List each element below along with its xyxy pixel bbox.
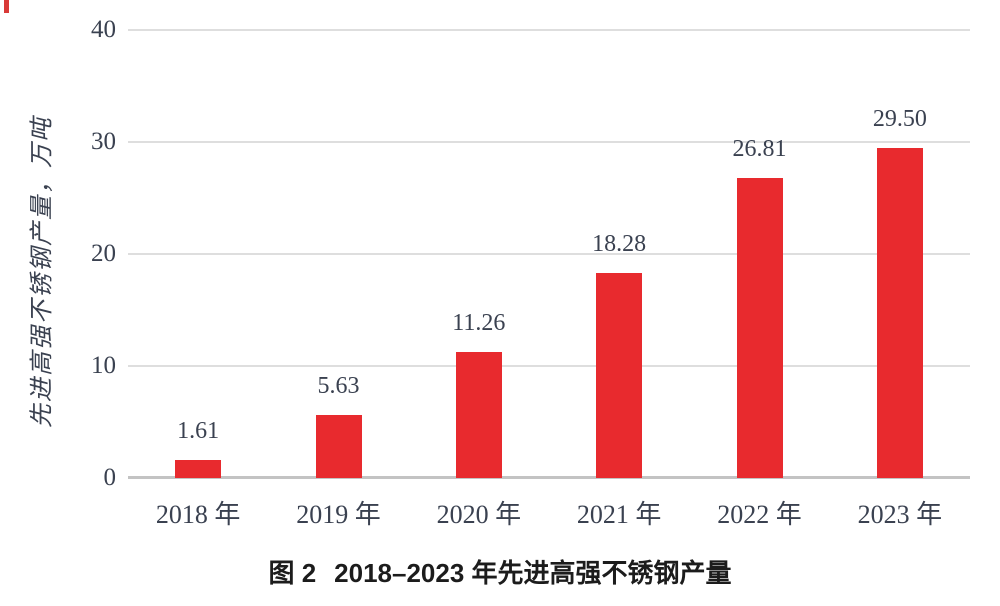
x-axis-label: 2022 年 xyxy=(717,500,802,529)
y-tick-label: 30 xyxy=(91,128,116,155)
bar-value-label: 11.26 xyxy=(452,309,506,336)
figure-caption-prefix: 图 2 xyxy=(268,558,317,588)
y-tick-label: 10 xyxy=(91,352,116,379)
gridline-40 xyxy=(128,29,970,31)
y-axis-ticks: 0 10 20 30 40 xyxy=(0,16,116,491)
gridline-20 xyxy=(128,253,970,255)
y-tick-label: 20 xyxy=(91,240,116,267)
x-axis-labels: 2018 年 2019 年 2020 年 2021 年 2022 年 2023 年 xyxy=(128,500,970,534)
y-tick-label: 0 xyxy=(103,464,117,491)
bar-2019 xyxy=(315,414,362,478)
bar-value-label: 5.63 xyxy=(317,372,360,399)
plot-area: 1.61 5.63 11.26 18.28 26.81 29.50 xyxy=(128,29,970,479)
x-axis-label: 2023 年 xyxy=(857,500,943,529)
bar-value-label: 26.81 xyxy=(732,135,787,162)
x-axis-label: 2021 年 xyxy=(576,500,662,529)
figure-caption: 图 2 2018–2023 年先进高强不锈钢产量 xyxy=(0,553,1000,593)
x-axis-label: 2018 年 xyxy=(155,500,241,529)
gridline-30 xyxy=(128,141,970,143)
bar-2018 xyxy=(175,459,222,478)
gridline-10 xyxy=(128,365,970,367)
page-edge-mark xyxy=(4,0,9,13)
bar-2020 xyxy=(455,351,502,478)
y-tick-label: 40 xyxy=(91,16,116,43)
x-axis-label: 2019 年 xyxy=(296,500,381,529)
bar-value-label: 18.28 xyxy=(592,231,647,258)
x-axis-line xyxy=(128,476,970,479)
bar-value-label: 29.50 xyxy=(872,105,927,132)
figure-caption-text: 2018–2023 年先进高强不锈钢产量 xyxy=(334,558,732,588)
bar-value-label: 1.61 xyxy=(177,417,220,444)
bar-2022 xyxy=(736,177,783,478)
bar-2021 xyxy=(596,273,643,478)
x-axis-label: 2020 年 xyxy=(436,500,522,529)
bar-2023 xyxy=(876,147,923,478)
